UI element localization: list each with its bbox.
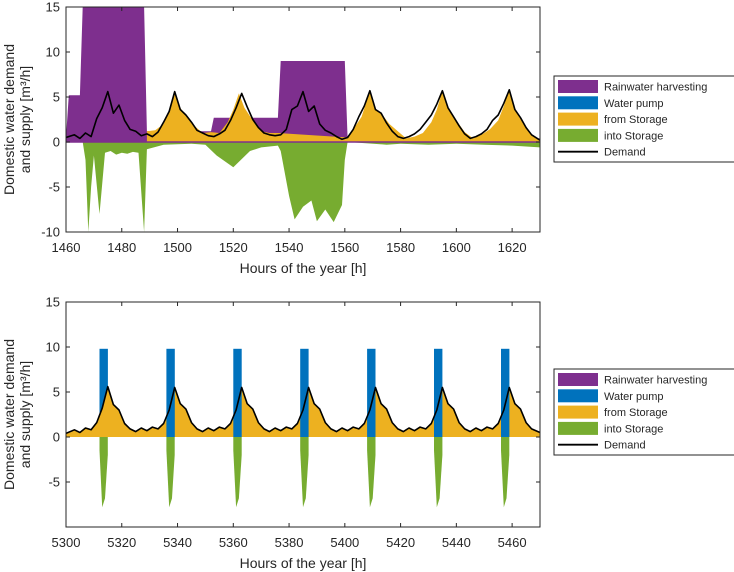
y-tick-label: 10 — [46, 45, 60, 60]
legend-label: from Storage — [604, 407, 668, 419]
legend-label: Water pump — [604, 98, 664, 110]
legend-label: Rainwater harvesting — [604, 375, 707, 387]
into-storage-area — [434, 437, 443, 508]
legend-swatch-pump — [558, 96, 598, 110]
x-tick-label: 1540 — [275, 240, 304, 255]
x-tick-label: 1620 — [498, 240, 527, 255]
chart-top: 1460 1480 1500 1520 1540 1560 1580 1600 1620 -10 -… — [1, 0, 734, 276]
pump-block — [166, 348, 175, 437]
legend-swatch-into — [558, 128, 598, 142]
legend-swatch-from — [558, 405, 598, 419]
x-tick-label: 1580 — [386, 240, 415, 255]
y-tick-label: 0 — [53, 430, 60, 445]
into-storage-area — [66, 142, 540, 232]
x-tick-label: 1460 — [52, 240, 81, 255]
from-storage-area — [146, 89, 540, 142]
into-storage-area — [233, 437, 242, 508]
legend: Rainwater harvesting Water pump from Stora… — [553, 75, 734, 163]
legend: Rainwater harvesting Water pump from Stora… — [553, 368, 734, 456]
demand-line — [66, 89, 540, 141]
plot-content — [66, 348, 540, 508]
demand-line — [66, 385, 540, 435]
y-tick-label: 5 — [53, 385, 60, 400]
x-tick-label: 5380 — [275, 535, 304, 550]
x-tick-label: 5420 — [386, 535, 415, 550]
x-tick-label: 1600 — [442, 240, 471, 255]
chart-bottom: 5300 5320 5340 5360 5380 5400 5420 5440 5460 -5 0 5… — [1, 295, 734, 571]
x-tick-label: 1520 — [219, 240, 248, 255]
legend-label: into Storage — [604, 130, 663, 142]
pump-block — [99, 348, 108, 437]
x-tick-label: 5440 — [442, 535, 471, 550]
pump-block — [367, 348, 376, 437]
y-tick-label: -5 — [48, 180, 60, 195]
x-tick-label: 1560 — [330, 240, 359, 255]
legend-swatch-from — [558, 112, 598, 126]
into-storage-area — [300, 437, 309, 508]
x-tick-label: 1480 — [107, 240, 136, 255]
legend-label: Water pump — [604, 391, 664, 403]
pump-block — [434, 348, 443, 437]
pump-block — [233, 348, 242, 437]
axes-box — [65, 301, 541, 528]
legend-swatch-into — [558, 421, 598, 435]
x-tick-label: 5360 — [219, 535, 248, 550]
legend-label: into Storage — [604, 423, 663, 435]
rainwater-area — [66, 7, 540, 142]
y-tick-label: 5 — [53, 90, 60, 105]
legend-label: Demand — [604, 440, 646, 452]
y-tick-label: -5 — [48, 475, 60, 490]
legend-swatch-pump — [558, 389, 598, 403]
pump-block — [300, 348, 309, 437]
x-axis-label: Hours of the year [h] — [240, 555, 367, 571]
legend-label: from Storage — [604, 114, 668, 126]
into-storage-area — [501, 437, 510, 508]
x-tick-label: 5340 — [163, 535, 192, 550]
legend-swatch-rainwater — [558, 373, 598, 386]
into-storage-area — [367, 437, 376, 508]
y-tick-label: 15 — [46, 0, 60, 15]
y-axis-label: Domestic water demand — [1, 339, 17, 490]
plot-content — [66, 7, 540, 232]
y-tick-label: 15 — [46, 295, 60, 310]
legend-label: Demand — [604, 147, 646, 159]
legend-label: Rainwater harvesting — [604, 82, 707, 94]
x-tick-label: 5300 — [52, 535, 81, 550]
into-storage-area — [166, 437, 175, 508]
x-tick-label: 5400 — [330, 535, 359, 550]
into-storage-area — [99, 437, 108, 508]
y-axis-label: Domestic water demand — [1, 44, 17, 195]
y-tick-label: -10 — [41, 225, 60, 240]
y-tick-label: 10 — [46, 340, 60, 355]
x-tick-label: 5460 — [498, 535, 527, 550]
x-tick-label: 1500 — [163, 240, 192, 255]
y-tick-label: 0 — [53, 135, 60, 150]
axes-box — [65, 6, 541, 233]
x-axis-label: Hours of the year [h] — [240, 260, 367, 276]
y-axis-label: and supply [m³/h] — [17, 66, 33, 173]
x-tick-label: 5320 — [107, 535, 136, 550]
legend-swatch-rainwater — [558, 80, 598, 93]
pump-block — [501, 348, 510, 437]
y-axis-label: and supply [m³/h] — [17, 361, 33, 468]
